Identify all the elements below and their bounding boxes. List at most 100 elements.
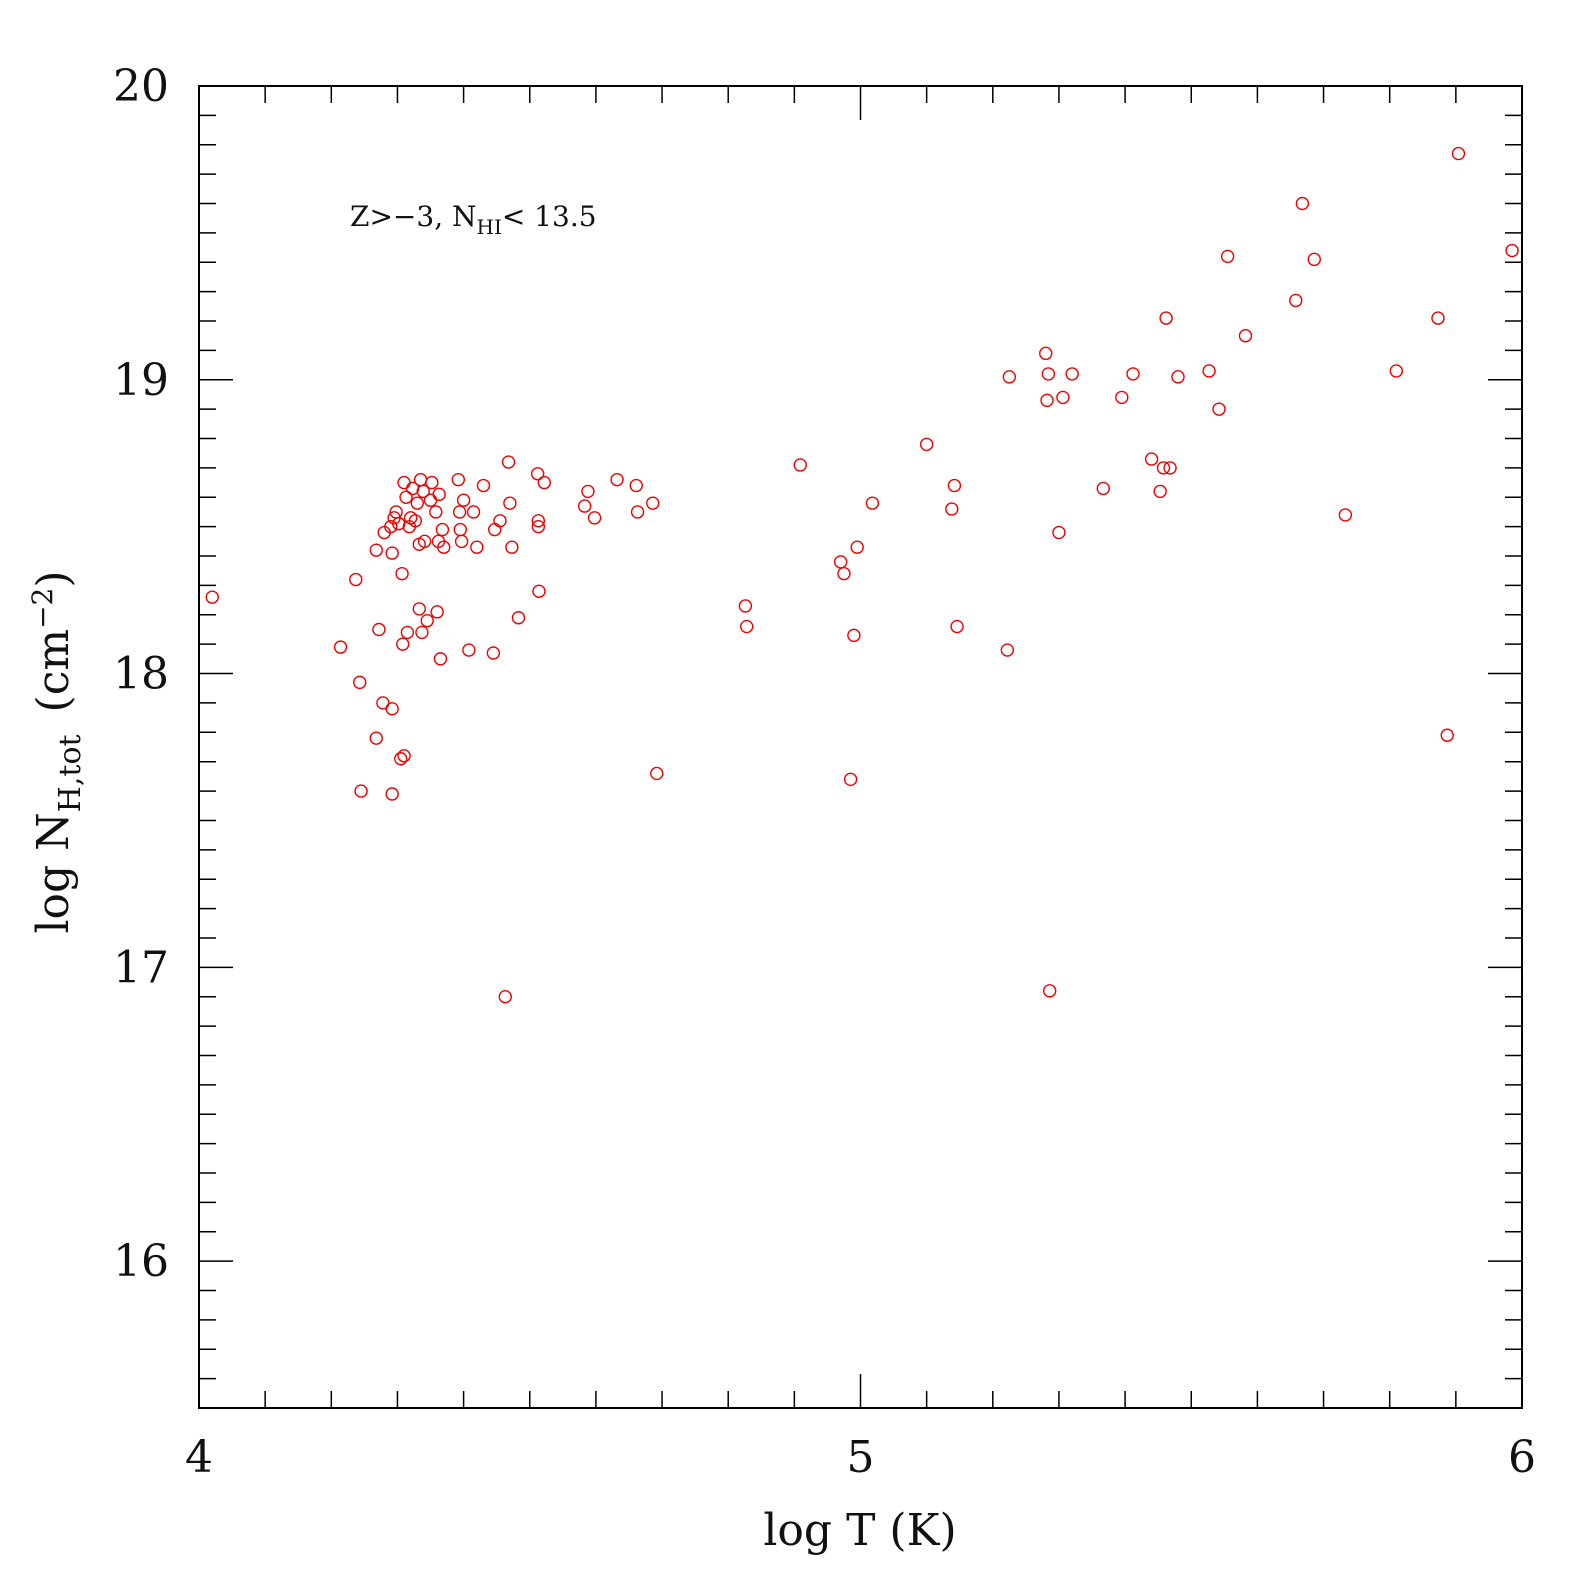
data-point xyxy=(1002,370,1017,384)
data-point xyxy=(950,619,964,634)
data-point xyxy=(947,478,962,493)
plot-frame xyxy=(198,85,1523,1409)
data-point xyxy=(430,605,444,619)
data-point xyxy=(610,472,624,487)
data-point xyxy=(498,990,512,1004)
data-point xyxy=(581,484,595,499)
data-point xyxy=(462,643,476,657)
data-point xyxy=(646,496,660,510)
data-point xyxy=(410,496,424,510)
data-point xyxy=(400,625,415,640)
y-tick-label: 20 xyxy=(113,61,169,112)
data-point xyxy=(650,766,664,781)
data-point xyxy=(369,543,383,557)
data-point xyxy=(1440,728,1454,742)
data-point xyxy=(423,493,438,507)
data-point xyxy=(369,731,383,745)
y-axis-label-sub: H,tot xyxy=(53,734,88,812)
y-tick-label: 18 xyxy=(113,649,169,700)
data-point xyxy=(1153,484,1167,499)
data-point xyxy=(395,566,409,581)
data-point xyxy=(437,540,451,554)
data-point xyxy=(833,555,848,569)
data-point xyxy=(385,546,399,560)
data-point xyxy=(385,787,399,801)
x-tick-label: 5 xyxy=(847,1432,875,1483)
data-point xyxy=(1238,329,1253,343)
data-point xyxy=(1039,346,1053,361)
data-point xyxy=(397,749,411,763)
data-point xyxy=(1389,364,1404,378)
data-point xyxy=(850,540,864,554)
annotation-tail: < 13.5 xyxy=(502,200,597,233)
data-point xyxy=(587,511,602,525)
data-point xyxy=(205,590,219,604)
data-point xyxy=(384,519,398,534)
data-point xyxy=(1307,252,1321,267)
data-point xyxy=(630,505,645,519)
data-point xyxy=(919,437,934,452)
data-point xyxy=(376,696,390,710)
data-point xyxy=(451,472,466,487)
data-point xyxy=(412,602,426,616)
data-point xyxy=(466,505,481,519)
y-tick-label: 19 xyxy=(113,355,169,406)
data-point xyxy=(1505,243,1519,258)
data-point xyxy=(413,472,428,487)
data-point xyxy=(531,514,546,528)
y-tick-labels: 16 17 18 19 20 xyxy=(113,61,169,1287)
data-point xyxy=(501,455,516,469)
data-point xyxy=(1000,643,1015,657)
data-point xyxy=(1041,367,1056,381)
data-point xyxy=(865,496,880,510)
data-point xyxy=(1451,146,1466,161)
data-point xyxy=(1065,367,1079,381)
data-point xyxy=(1431,311,1445,325)
data-point xyxy=(738,599,753,613)
data-point xyxy=(372,622,386,637)
data-point xyxy=(454,534,469,549)
data-point xyxy=(435,522,450,537)
y-axis-label: log NH,tot (cm−2) xyxy=(26,570,88,933)
data-point xyxy=(493,514,507,528)
data-points xyxy=(205,146,1519,1004)
data-point xyxy=(629,478,643,493)
x-tick-label: 4 xyxy=(185,1432,213,1483)
data-point xyxy=(397,475,411,490)
data-point xyxy=(1056,390,1070,405)
data-point xyxy=(1338,508,1353,522)
data-point xyxy=(530,467,545,481)
data-point xyxy=(1052,525,1066,540)
data-point xyxy=(505,540,519,554)
data-point xyxy=(1212,402,1226,416)
data-point xyxy=(511,611,526,625)
data-point xyxy=(470,540,484,554)
data-point xyxy=(740,619,754,634)
data-point xyxy=(531,519,546,534)
data-point xyxy=(1202,364,1216,378)
data-point xyxy=(417,534,432,549)
annotation-sub: HI xyxy=(477,215,502,239)
data-point xyxy=(399,490,413,504)
data-point xyxy=(1159,311,1173,325)
y-axis-label-units: (cm xyxy=(28,629,79,713)
data-point xyxy=(394,752,408,766)
data-point xyxy=(453,522,467,537)
data-point xyxy=(1042,984,1057,998)
data-point xyxy=(415,625,429,640)
data-point xyxy=(1115,390,1129,405)
data-point xyxy=(433,652,448,666)
data-point xyxy=(1295,196,1310,211)
data-point xyxy=(354,784,368,798)
x-tick-labels: 4 5 6 xyxy=(185,1432,1536,1483)
data-point xyxy=(945,502,959,516)
data-point xyxy=(486,646,501,660)
y-axis-label-units-exp: −2 xyxy=(26,588,59,629)
data-point xyxy=(353,675,367,690)
data-point xyxy=(1171,370,1185,384)
y-axis-label-main: log N xyxy=(28,812,79,933)
data-point xyxy=(1126,367,1140,381)
data-point xyxy=(532,584,546,598)
y-tick-label: 16 xyxy=(113,1236,169,1287)
